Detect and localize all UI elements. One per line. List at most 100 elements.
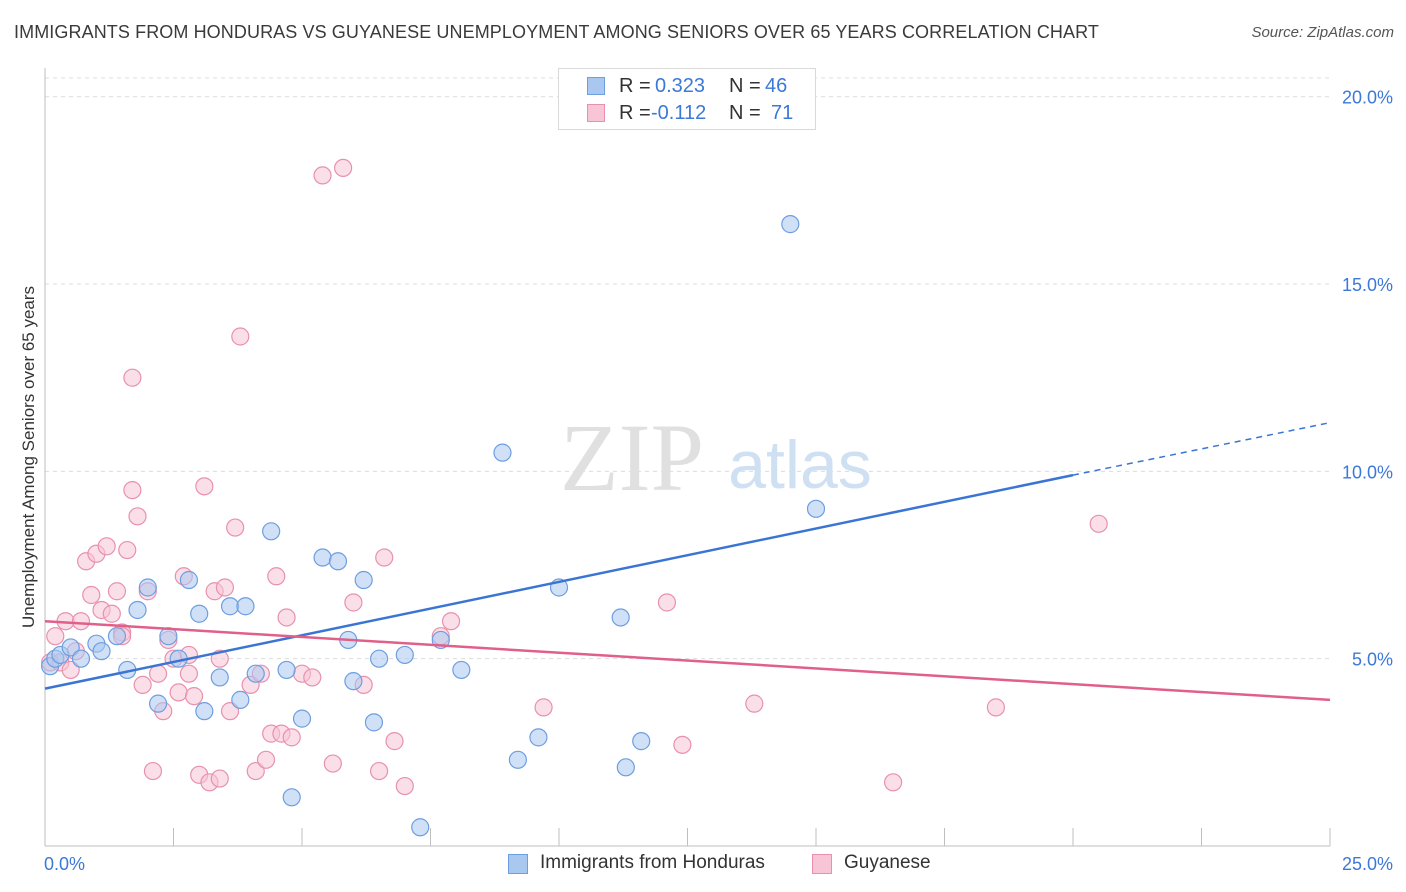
guyanese-point (385, 732, 404, 751)
honduras-point (231, 690, 250, 709)
honduras-point (148, 694, 168, 713)
honduras-point (529, 728, 548, 747)
guyanese-point (231, 327, 250, 346)
legend-r-label: R = (619, 75, 651, 97)
guyanese-point (1089, 514, 1108, 533)
guyanese-point (128, 507, 147, 526)
guyanese-point (82, 585, 101, 605)
honduras-point (179, 570, 199, 590)
guyanese-point (277, 608, 296, 627)
guyanese-point (46, 627, 65, 646)
legend-r-value: -0.112 (651, 102, 707, 124)
guyanese-point (246, 761, 265, 781)
guyanese-point (534, 698, 553, 717)
x-tick-label-min: 0.0% (44, 854, 85, 874)
guyanese-point (323, 754, 342, 773)
honduras-point (328, 552, 348, 571)
guyanese-point (344, 593, 363, 612)
guyanese-point (673, 735, 692, 754)
source-credit: Source: ZipAtlas.com (1251, 24, 1394, 41)
guyanese-point (745, 694, 764, 713)
axes (44, 68, 1331, 847)
guyanese-point (395, 776, 414, 796)
legend-label-honduras: Immigrants from Honduras (540, 852, 765, 873)
watermark-zip: ZIP (560, 404, 704, 511)
correlation-legend: R = 0.323 N = 46 R = -0.112 N = 71 (558, 68, 816, 130)
honduras-point (452, 660, 471, 680)
guyanese-point (169, 683, 188, 702)
guyanese-point (375, 548, 394, 567)
legend-n-value: 46 (765, 75, 788, 97)
tick-labels: 5.0% 10.0% 15.0% 20.0% 0.0% 25.0% (44, 88, 1393, 874)
guyanese-point (97, 537, 116, 556)
honduras-point (71, 649, 91, 668)
guyanese-point (61, 660, 80, 680)
honduras-point (128, 600, 147, 620)
guyanese-point (282, 728, 301, 747)
honduras-point (220, 597, 240, 616)
honduras-point (354, 570, 373, 590)
honduras-point (611, 608, 630, 627)
guyanese-point (215, 578, 234, 597)
guyanese-point (118, 540, 137, 560)
legend-r-label: R = (619, 102, 651, 124)
guyanese-point (102, 604, 121, 623)
guyanese-point (334, 158, 353, 178)
guyanese-point (133, 675, 152, 695)
x-tick-label-max: 25.0% (1342, 854, 1393, 874)
honduras-point (92, 642, 111, 661)
honduras-point (262, 522, 281, 541)
y-tick-label: 10.0% (1342, 462, 1393, 482)
guyanese-point (143, 761, 163, 781)
guyanese-point (123, 368, 142, 387)
honduras-point (632, 732, 651, 751)
y-tick-label: 15.0% (1342, 275, 1393, 295)
honduras-point (236, 597, 255, 616)
y-tick-label: 5.0% (1352, 650, 1393, 670)
guyanese-point (195, 477, 214, 496)
guyanese-point (107, 582, 127, 601)
guyanese-point (370, 761, 389, 781)
legend-r-value: 0.323 (655, 75, 706, 97)
watermark: ZIP atlas (560, 404, 872, 511)
guyanese-point (657, 593, 677, 612)
honduras-point (411, 818, 430, 837)
honduras-point (246, 664, 265, 683)
series-legend: Immigrants from Honduras Guyanese (0, 852, 1406, 878)
chart-title: IMMIGRANTS FROM HONDURAS VS GUYANESE UNE… (14, 22, 1100, 42)
trend-lines (44, 421, 1331, 702)
legend-label-guyanese: Guyanese (844, 852, 931, 873)
honduras-trend-line (44, 473, 1074, 690)
honduras-point (370, 649, 389, 668)
honduras-point (313, 548, 332, 567)
honduras-point (61, 638, 80, 657)
watermark-atlas: atlas (728, 427, 872, 503)
honduras-point (344, 672, 363, 691)
y-axis-label: Unemployment Among Seniors over 65 years (19, 286, 38, 628)
guyanese-point (256, 750, 276, 769)
honduras-point (210, 668, 229, 687)
honduras-point (781, 215, 800, 234)
guyanese-point (441, 612, 461, 631)
guyanese-point (303, 668, 322, 687)
guyanese-point (123, 480, 142, 500)
guyanese-point (210, 769, 229, 788)
guyanese-point (986, 698, 1006, 717)
guyanese-point (226, 518, 245, 537)
legend-n-value: 71 (771, 102, 794, 124)
guyanese-trend-line (44, 619, 1331, 702)
honduras-points (41, 215, 826, 837)
honduras-point (107, 627, 127, 646)
honduras-trend-extension (1072, 421, 1331, 476)
honduras-point (190, 604, 209, 623)
guyanese-point (71, 612, 91, 631)
honduras-point (616, 758, 635, 777)
legend-swatch-guyanese (587, 104, 605, 122)
honduras-point (195, 702, 214, 721)
guyanese-point (313, 166, 332, 185)
legend-swatch-honduras (587, 77, 605, 95)
guyanese-point (267, 567, 286, 586)
legend-swatch-guyanese (812, 854, 832, 874)
y-tick-label: 20.0% (1342, 88, 1393, 108)
